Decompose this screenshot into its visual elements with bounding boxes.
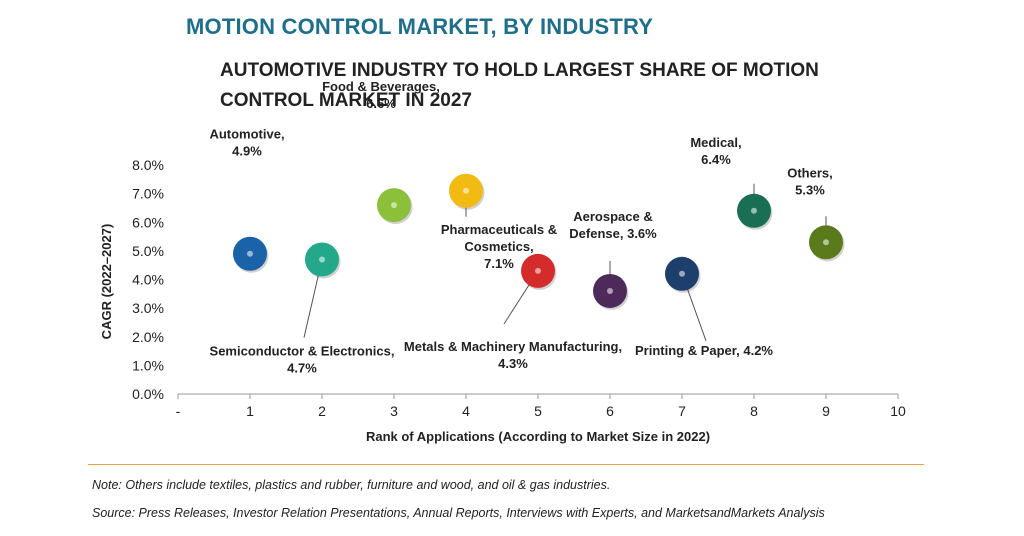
data-label-line: 5.3% — [795, 182, 825, 197]
data-label-line: Food & Beverages, — [322, 79, 440, 94]
data-label-line: 6.6% — [366, 96, 396, 111]
y-tick-label: 7.0% — [132, 186, 164, 202]
y-tick-label: 5.0% — [132, 243, 164, 259]
chart-axes: - 1 2 3 4 5 6 7 8 9 10 0.0% 1.0% 2.0% 3.0% 4.0% 5.0% 6.0%… — [99, 157, 906, 444]
data-label-line: 4.7% — [287, 360, 317, 375]
data-label-line: Cosmetics, — [464, 239, 533, 254]
data-label-line: 7.1% — [484, 256, 514, 271]
bubble-center — [679, 270, 685, 277]
data-label-line: Aerospace & — [573, 209, 652, 224]
bubble-center — [391, 202, 397, 209]
bubble-center — [751, 207, 757, 214]
bubble-center — [319, 256, 325, 263]
y-tick-label: 8.0% — [132, 157, 164, 173]
data-label-line: Defense, 3.6% — [569, 226, 657, 241]
data-label-line: Pharmaceuticals & — [441, 222, 557, 237]
data-label: Medical, 6.4% — [690, 135, 741, 167]
x-tick-label: 2 — [318, 403, 326, 419]
data-label: Others, 5.3% — [787, 165, 833, 197]
footer-divider — [88, 464, 924, 465]
data-label: Aerospace & Defense, 3.6% — [569, 209, 657, 241]
data-label-line: Automotive, — [209, 127, 284, 142]
y-tick-label: 4.0% — [132, 272, 164, 288]
x-tick-label: 6 — [606, 403, 614, 419]
scatter-chart: - 1 2 3 4 5 6 7 8 9 10 0.0% 1.0% 2.0% 3.0% 4.0% 5.0% 6.0%… — [99, 79, 906, 444]
bubble-center — [823, 239, 829, 246]
data-label: Food & Beverages, 6.6% — [322, 79, 440, 111]
data-label-line: 4.9% — [232, 144, 262, 159]
chart-title: MOTION CONTROL MARKET, BY INDUSTRY — [186, 14, 654, 39]
data-label: Metals & Machinery Manufacturing, 4.3% — [404, 339, 622, 371]
data-label-line: Printing & Paper, 4.2% — [635, 343, 773, 358]
x-tick-label: 7 — [678, 403, 686, 419]
data-label-line: Medical, — [690, 135, 741, 150]
data-label: Pharmaceuticals & Cosmetics, 7.1% — [441, 222, 557, 271]
x-tick-label: - — [176, 403, 181, 419]
x-axis-title: Rank of Applications (According to Marke… — [366, 429, 710, 444]
data-label-line: 4.3% — [498, 356, 528, 371]
y-tick-label: 2.0% — [132, 329, 164, 345]
x-tick-label: 10 — [890, 403, 906, 419]
y-tick-label: 6.0% — [132, 214, 164, 230]
bubble-center — [607, 287, 613, 294]
y-tick-label: 3.0% — [132, 300, 164, 316]
data-label-line: Semiconductor & Electronics, — [210, 343, 395, 358]
y-tick-label: 1.0% — [132, 357, 164, 373]
data-label: Printing & Paper, 4.2% — [635, 343, 773, 358]
bubble-center — [463, 187, 469, 194]
x-tick-label: 9 — [822, 403, 830, 419]
y-axis-title: CAGR (2022–2027) — [99, 224, 114, 340]
x-tick-label: 3 — [390, 403, 398, 419]
x-tick-label: 4 — [462, 403, 470, 419]
x-tick-label: 8 — [750, 403, 758, 419]
x-tick-label: 5 — [534, 403, 542, 419]
data-label-line: 6.4% — [701, 152, 731, 167]
bubble-center — [535, 267, 541, 274]
data-points — [233, 173, 845, 310]
data-label-line: Metals & Machinery Manufacturing, — [404, 339, 622, 354]
footnote: Note: Others include textiles, plastics … — [92, 478, 611, 492]
x-tick-label: 1 — [246, 403, 254, 419]
y-tick-label: 0.0% — [132, 386, 164, 402]
chart-subtitle: AUTOMOTIVE INDUSTRY TO HOLD LARGEST SHAR… — [220, 60, 819, 111]
data-label-line: Others, — [787, 165, 833, 180]
data-labels: Automotive, 4.9% Semiconductor & Electroni… — [209, 79, 832, 375]
data-label: Automotive, 4.9% — [209, 127, 284, 159]
bubble-center — [247, 250, 253, 257]
source-line: Source: Press Releases, Investor Relatio… — [92, 506, 825, 520]
data-label: Semiconductor & Electronics, 4.7% — [210, 343, 395, 375]
